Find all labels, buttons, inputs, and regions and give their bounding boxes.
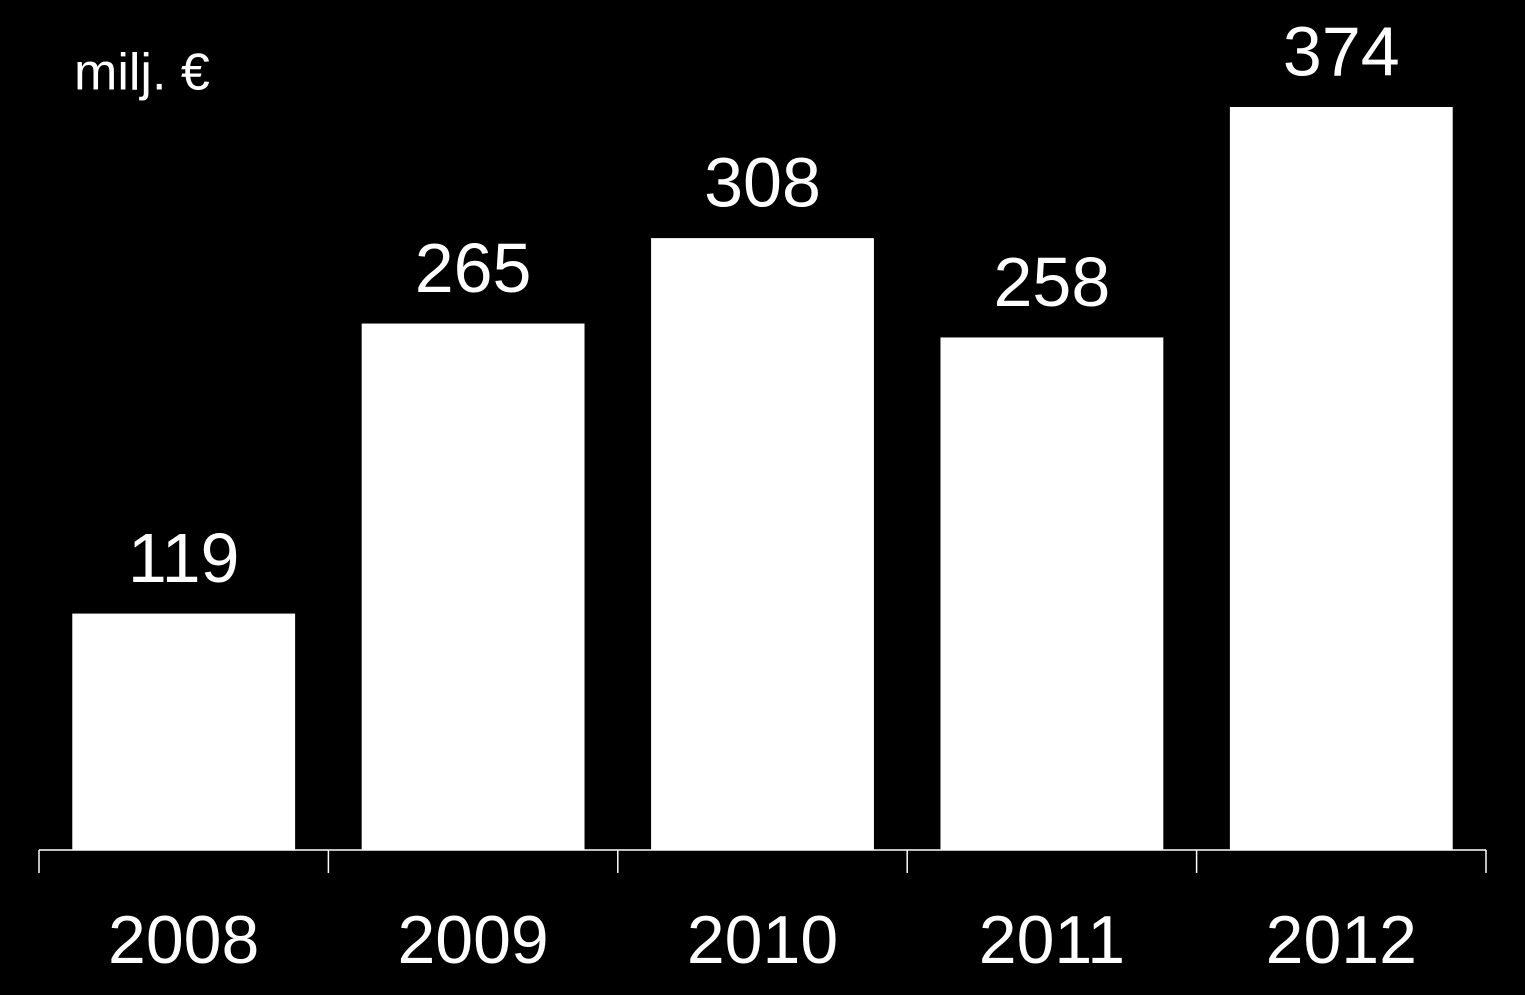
value-label: 258 bbox=[994, 243, 1111, 321]
x-tick-label: 2012 bbox=[1266, 902, 1417, 978]
bar bbox=[1229, 107, 1453, 850]
bar bbox=[651, 238, 874, 850]
x-tick-label: 2008 bbox=[108, 902, 259, 978]
value-label: 265 bbox=[415, 229, 532, 307]
x-tick-label: 2009 bbox=[397, 902, 548, 978]
value-label: 119 bbox=[128, 519, 240, 597]
x-tick-label: 2010 bbox=[687, 902, 838, 978]
value-label: 374 bbox=[1283, 12, 1400, 90]
value-label: 308 bbox=[704, 144, 821, 222]
bar bbox=[361, 323, 585, 850]
unit-label: milj. € bbox=[74, 44, 210, 102]
bar bbox=[940, 337, 1164, 850]
bar bbox=[72, 613, 296, 850]
x-tick-label: 2011 bbox=[979, 902, 1125, 978]
